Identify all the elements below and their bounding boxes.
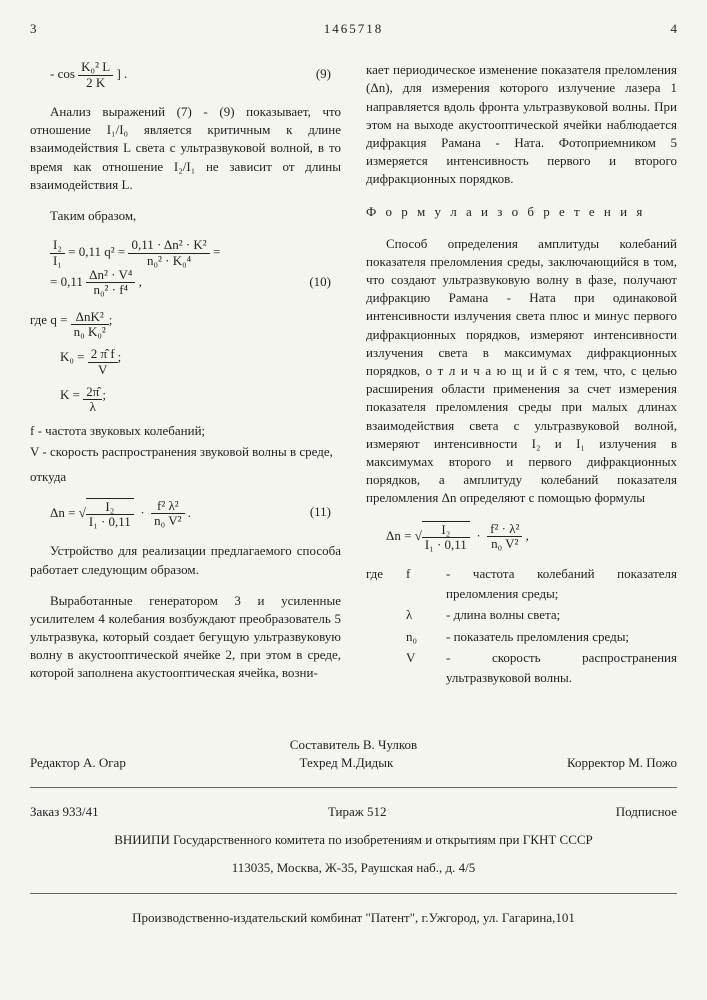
k-top: 2π̂: [83, 385, 102, 400]
where-definitions-left: где q = ΔnK² n₀ K₀² ; K₀ = 2 π̂ f V ; K …: [30, 310, 341, 462]
org-line-2: 113035, Москва, Ж-35, Раушская наб., д. …: [30, 859, 677, 877]
left-column: - cos K₀² L 2 K ] . (9) Анализ выражений…: [30, 48, 341, 695]
def-desc-1: - длина волны света;: [446, 605, 677, 625]
ceq-sqrt-top: I₂: [422, 523, 470, 538]
editor: Редактор А. Огар: [30, 754, 126, 772]
eq10-mid1: = 0,11 q² =: [68, 244, 125, 259]
page-header: 3 1465718 4: [30, 20, 677, 38]
k-bot: λ: [83, 400, 102, 414]
q-top: ΔnK²: [71, 310, 109, 325]
left-para-2: Таким образом,: [30, 207, 341, 225]
order: Заказ 933/41: [30, 803, 99, 821]
eq11-suffix: .: [188, 505, 191, 520]
ceq-f-bot: n₀ V²: [487, 537, 522, 551]
footer-rule-2: [30, 893, 677, 894]
eq10-f2-top: Δn² · V⁴: [86, 268, 135, 283]
claim-equation: Δn = √ I₂ I₁ · 0,11 · f² · λ² n₀ V² ,: [366, 521, 677, 553]
subscription: Подписное: [616, 803, 677, 821]
def-desc-3: - скорость распространения ультразвуково…: [446, 648, 677, 687]
eq9-number: (9): [316, 60, 331, 89]
k-label: K =: [60, 385, 80, 415]
q-bot: n₀ K₀²: [71, 325, 109, 339]
eq10-mid2: = 0,11: [50, 274, 83, 289]
equation-9: - cos K₀² L 2 K ] . (9): [30, 60, 341, 90]
eq9-frac-bot: 2 K: [78, 76, 113, 90]
org-line-1: ВНИИПИ Государственного комитета по изоб…: [30, 831, 677, 849]
right-page-num: 4: [671, 20, 678, 38]
corrector: Корректор М. Пожо: [567, 754, 677, 772]
left-para-3: Устройство для реализации предлагаемого …: [30, 542, 341, 578]
eq10-number: (10): [309, 268, 331, 297]
footer-block: Составитель В. Чулков Редактор А. Огар Т…: [30, 736, 677, 927]
ceq-lhs: Δn =: [386, 527, 411, 542]
two-column-layout: - cos K₀² L 2 K ] . (9) Анализ выражений…: [30, 48, 677, 695]
tirazh: Тираж 512: [328, 803, 387, 821]
def-sym-1: λ: [406, 605, 446, 625]
eq11-sqrt-top: I₂: [86, 500, 134, 515]
k0-suffix: ;: [118, 347, 122, 377]
equation-10: I₂ I₁ = 0,11 q² = 0,11 · Δn² · K² n₀² · …: [30, 238, 341, 298]
eq9-prefix: - cos: [50, 66, 75, 81]
ceq-suffix: ,: [526, 527, 529, 542]
v-def: V - скорость распространения звуковой во…: [30, 442, 341, 462]
eq10-lhs-bot: I₁: [50, 254, 65, 268]
compiler-line: Составитель В. Чулков: [30, 736, 677, 754]
where-label: где: [366, 564, 406, 603]
right-column: кает периодическое изменение показателя …: [366, 48, 677, 695]
footer-rule-1: [30, 787, 677, 788]
eq11-sqrt-bot: I₁ · 0,11: [86, 515, 134, 529]
where-q-label: где q =: [30, 310, 67, 340]
ceq-dot: ·: [476, 527, 480, 542]
k0-bot: V: [88, 363, 118, 377]
def-desc-0: - частота колебаний показателя преломлен…: [446, 564, 677, 603]
eq10-f2-bot: n₀² · f⁴: [86, 283, 135, 297]
eq10-suffix: ,: [139, 274, 142, 289]
eq10-f1-bot: n₀² · K₀⁴: [128, 254, 209, 268]
k0-label: K₀ =: [60, 347, 85, 377]
right-para-1: кает периодическое изменение показателя …: [366, 61, 677, 188]
q-suffix: ;: [109, 310, 113, 340]
ceq-f-top: f² · λ²: [487, 522, 522, 537]
printer-line: Производственно-издательский комбинат "П…: [30, 909, 677, 927]
k0-top: 2 π̂ f: [88, 347, 118, 362]
def-sym-2: n₀: [406, 627, 446, 647]
left-para-1: Анализ выражений (7) - (9) показывает, ч…: [30, 103, 341, 194]
k-suffix: ;: [102, 385, 106, 415]
eq11-f-top: f² λ²: [151, 499, 184, 514]
where-definitions-right: где f - частота колебаний показателя пре…: [366, 564, 677, 687]
def-desc-2: - показатель преломления среды;: [446, 627, 677, 647]
eq9-frac-top: K₀² L: [78, 60, 113, 75]
def-sym-0: f: [406, 564, 446, 603]
eq11-dot: ·: [140, 505, 144, 520]
eq11-number: (11): [310, 498, 331, 527]
eq10-lhs-top: I₂: [50, 238, 65, 253]
claims-title: Ф о р м у л а и з о б р е т е н и я: [366, 203, 677, 221]
left-para-4: Выработанные генератором 3 и усиленные у…: [30, 592, 341, 683]
eq11-f-bot: n₀ V²: [151, 514, 184, 528]
techred: Техред М.Дидык: [300, 754, 394, 772]
equation-11: Δn = √ I₂ I₁ · 0,11 · f² λ² n₀ V² . (11): [30, 498, 341, 530]
ceq-sqrt-bot: I₁ · 0,11: [422, 538, 470, 552]
left-page-num: 3: [30, 20, 37, 38]
eq11-lhs: Δn =: [50, 505, 75, 520]
patent-number: 1465718: [324, 20, 384, 38]
f-def: f - частота звуковых колебаний;: [30, 421, 341, 441]
whence-label: откуда: [30, 468, 341, 486]
eq9-suffix: ] .: [116, 66, 127, 81]
claim-text: Способ определения амплитуды колебаний п…: [366, 235, 677, 508]
eq10-f1-top: 0,11 · Δn² · K²: [128, 238, 209, 253]
def-sym-3: V: [406, 648, 446, 687]
